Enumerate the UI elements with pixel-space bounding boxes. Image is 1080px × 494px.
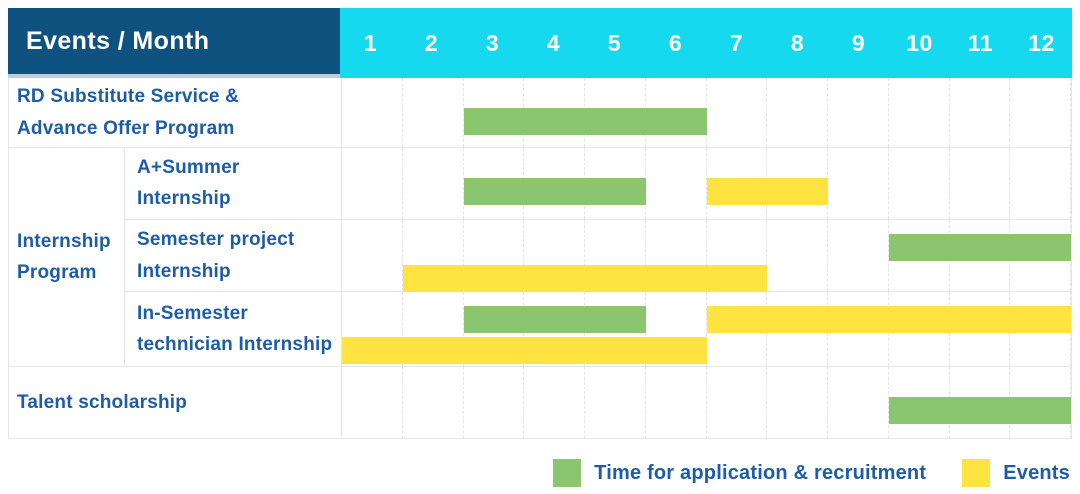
month-grid-column — [403, 148, 464, 219]
month-grid-column — [646, 148, 707, 219]
month-grid-column — [707, 78, 768, 147]
legend-swatch-yellow-icon — [962, 459, 991, 487]
month-grid-column — [403, 219, 464, 292]
month-grid-column — [403, 78, 464, 147]
month-grid-column — [524, 219, 585, 292]
event-period-bar — [706, 306, 1071, 334]
month-cell: 4 — [546, 29, 561, 56]
chart-row-a-summer-internship — [341, 148, 1071, 219]
month-grid-column — [403, 292, 464, 366]
legend-swatch-green-icon — [553, 459, 582, 487]
chart-row-talent-scholarship — [341, 367, 1071, 438]
month-grid-column — [828, 367, 889, 438]
table-header-row: Events / Month 1 2 3 4 5 6 7 8 9 10 11 1… — [8, 8, 1072, 78]
chart-row-semester-project-internship — [341, 219, 1071, 292]
internship-program-group-row: Internship Program A+Summer Internship S… — [9, 148, 1071, 367]
row-label-a-summer-internship: A+Summer Internship — [124, 148, 341, 219]
application-period-bar — [888, 397, 1071, 424]
legend-label-events: Events — [1003, 461, 1070, 484]
month-grid-column — [342, 367, 403, 438]
event-period-bar — [402, 264, 768, 292]
month-grid-column — [828, 148, 889, 219]
row-label-rd-substitute: RD Substitute Service & Advance Offer Pr… — [17, 86, 240, 139]
gantt-table: Events / Month 1 2 3 4 5 6 7 8 9 10 11 1… — [8, 8, 1072, 439]
month-grid-column — [707, 219, 768, 292]
month-cell: 1 — [363, 29, 378, 56]
month-cell: 8 — [790, 29, 805, 56]
month-grid-column — [950, 148, 1011, 219]
table-body: RD Substitute Service & Advance Offer Pr… — [8, 78, 1072, 439]
month-grid-column — [342, 148, 403, 219]
row-label-semester-project-internship: Semester project Internship — [124, 219, 341, 292]
month-grid-column — [1010, 78, 1071, 147]
month-cell: 11 — [967, 29, 994, 56]
month-grid-column — [1010, 148, 1071, 219]
month-grid-column — [342, 219, 403, 292]
month-grid-column — [950, 78, 1011, 147]
month-grid-column — [889, 78, 950, 147]
group-label-internship-program: Internship Program — [17, 230, 111, 283]
internship-sub-rows: A+Summer Internship Semester project Int… — [124, 148, 1071, 366]
month-grid-column — [767, 219, 828, 292]
legend: Time for application & recruitment Event… — [553, 459, 1070, 487]
legend-item-events: Events — [962, 459, 1070, 487]
month-cell: 5 — [607, 29, 622, 56]
month-grid-column — [342, 292, 403, 366]
month-grid-column — [828, 78, 889, 147]
month-grid-column — [585, 219, 646, 292]
month-grid-column — [585, 367, 646, 438]
month-grid-column — [646, 367, 707, 438]
chart-row-in-semester-technician-internship — [341, 292, 1071, 366]
month-cell: 3 — [485, 29, 500, 56]
month-cell: 2 — [424, 29, 439, 56]
month-cell: 9 — [851, 29, 866, 56]
month-header-strip: 1 2 3 4 5 6 7 8 9 10 11 12 — [340, 8, 1072, 78]
table-row: In-Semester technician Internship — [124, 292, 1071, 366]
row-label-talent-scholarship: Talent scholarship — [17, 391, 188, 413]
table-row: RD Substitute Service & Advance Offer Pr… — [9, 78, 1071, 148]
month-cell: 7 — [729, 29, 744, 56]
month-cell: 6 — [668, 29, 683, 56]
application-period-bar — [463, 108, 707, 135]
month-grid-column — [828, 219, 889, 292]
month-cell: 10 — [906, 29, 933, 56]
application-period-bar — [463, 178, 646, 205]
month-cell: 12 — [1028, 29, 1055, 56]
event-period-bar — [706, 178, 828, 205]
table-row: Semester project Internship — [124, 219, 1071, 293]
chart-row-rd-substitute — [341, 78, 1071, 147]
legend-label-application: Time for application & recruitment — [594, 461, 927, 484]
month-grid-column — [646, 292, 707, 366]
month-grid-column — [342, 78, 403, 147]
month-grid-column — [403, 367, 464, 438]
table-row: Talent scholarship — [9, 367, 1071, 438]
events-month-header: Events / Month — [8, 8, 340, 78]
month-grid-column — [767, 78, 828, 147]
event-period-bar — [342, 337, 707, 365]
month-grid-column — [524, 367, 585, 438]
month-grid-column — [889, 148, 950, 219]
month-grid-column — [767, 367, 828, 438]
legend-item-application: Time for application & recruitment — [553, 459, 926, 487]
month-grid-column — [464, 219, 525, 292]
row-label-in-semester-technician-internship: In-Semester technician Internship — [124, 292, 341, 366]
table-row: A+Summer Internship — [124, 148, 1071, 220]
month-grid-column — [646, 219, 707, 292]
application-period-bar — [888, 233, 1071, 261]
month-grid-column — [707, 367, 768, 438]
application-period-bar — [463, 306, 646, 334]
month-grid-column — [464, 367, 525, 438]
